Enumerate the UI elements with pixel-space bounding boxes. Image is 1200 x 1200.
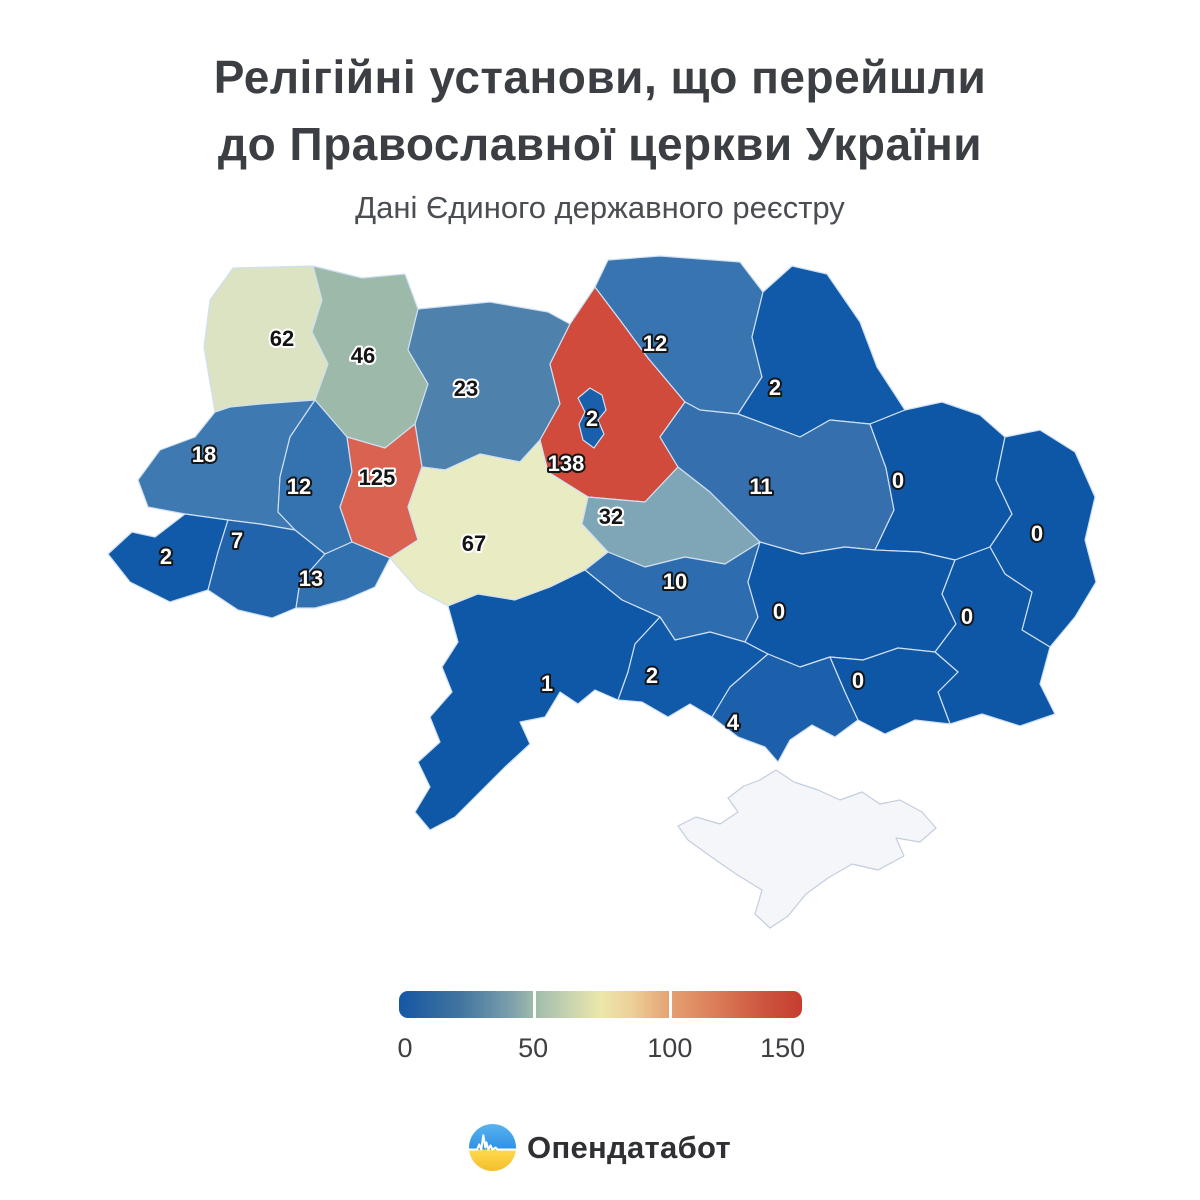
color-legend: 0 50 100 150	[397, 991, 806, 1065]
region-volyn[interactable]	[203, 265, 329, 413]
brand-name: Опендатабот	[527, 1129, 731, 1165]
opendatabot-logo-icon	[469, 1124, 517, 1171]
region-odesa[interactable]	[414, 569, 661, 831]
region-dnipropetrovsk[interactable]	[744, 541, 957, 668]
footer-branding: Опендатабот	[0, 1124, 1200, 1171]
page-title-line2: до Православної церкви України	[217, 118, 983, 170]
region-donetsk[interactable]	[934, 546, 1056, 727]
legend-tick-100	[668, 991, 672, 1018]
legend-gradient	[399, 991, 802, 1018]
legend-tick-50	[533, 991, 537, 1018]
page-subtitle: Дані Єдиного державного реєстру	[355, 190, 845, 225]
pulse-icon	[469, 1134, 517, 1151]
legend-label-150: 150	[760, 1033, 806, 1063]
region-crimea[interactable]	[677, 769, 937, 929]
region-chernivtsi[interactable]	[295, 541, 391, 609]
region-sumy[interactable]	[737, 265, 906, 438]
header: Релігійні установи, що перейшли до Право…	[0, 44, 1200, 226]
region-zaporizhzhia[interactable]	[829, 647, 959, 735]
legend-label-0: 0	[397, 1033, 413, 1063]
page-title-line1: Релігійні установи, що перейшли	[213, 51, 987, 103]
region-kyiv-city[interactable]	[577, 387, 607, 449]
legend-labels: 0 50 100 150	[397, 1033, 806, 1065]
region-kharkiv[interactable]	[869, 401, 1013, 561]
ukraine-map: 62 46 23 138 2 12 2 18 12 125 67 32 11 0…	[100, 252, 1100, 932]
legend-label-100: 100	[647, 1033, 693, 1063]
legend-label-50: 50	[518, 1033, 549, 1063]
region-mykolaiv[interactable]	[617, 616, 769, 718]
